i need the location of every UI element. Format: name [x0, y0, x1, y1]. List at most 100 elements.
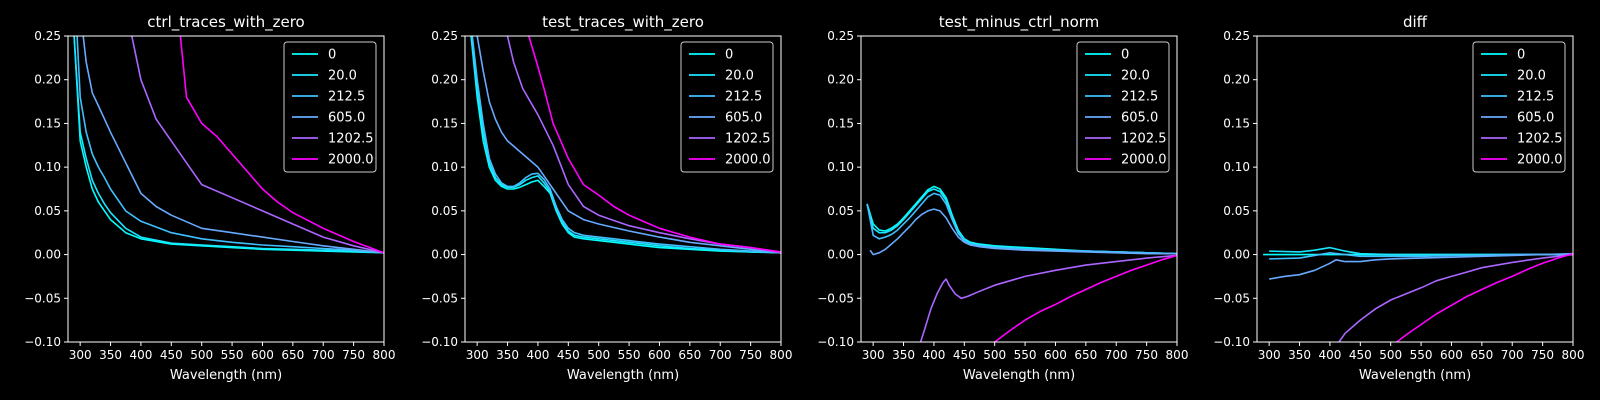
- series-line-605.0: [82, 36, 384, 254]
- x-tick-label: 700: [312, 348, 335, 362]
- series-line-212.5: [471, 36, 781, 254]
- y-tick-label: 0.00: [431, 248, 458, 262]
- series-group: [470, 36, 781, 254]
- legend-label: 605.0: [1517, 111, 1554, 126]
- x-tick-label: 800: [373, 348, 396, 362]
- x-tick-label: 300: [69, 348, 92, 362]
- x-tick-label: 400: [922, 348, 945, 362]
- y-tick-label: 0.05: [1223, 204, 1250, 218]
- series-line-605.0: [1269, 252, 1573, 280]
- series-line-0: [73, 36, 384, 254]
- legend-label: 0: [328, 48, 336, 63]
- chart-title: test_minus_ctrl_norm: [939, 13, 1100, 32]
- y-tick-label: 0.20: [431, 73, 458, 87]
- x-tick-label: 400: [526, 348, 549, 362]
- y-tick-label: −0.10: [817, 335, 854, 349]
- series-group: [73, 36, 384, 254]
- x-tick-label: 550: [618, 348, 641, 362]
- y-tick-label: −0.05: [817, 291, 854, 305]
- chart-title: ctrl_traces_with_zero: [147, 13, 304, 32]
- y-tick-label: −0.05: [1213, 291, 1250, 305]
- legend-label: 605.0: [725, 111, 762, 126]
- y-tick-label: 0.20: [1223, 73, 1250, 87]
- x-tick-label: 400: [1318, 348, 1341, 362]
- legend-label: 20.0: [725, 69, 754, 84]
- y-tick-label: 0.25: [431, 29, 458, 43]
- y-tick-label: −0.10: [1213, 335, 1250, 349]
- x-tick-label: 750: [342, 348, 365, 362]
- y-tick-label: 0.05: [827, 204, 854, 218]
- x-tick-label: 450: [160, 348, 183, 362]
- x-tick-label: 650: [1470, 348, 1493, 362]
- x-tick-label: 800: [1166, 348, 1189, 362]
- x-tick-label: 600: [1440, 348, 1463, 362]
- legend-label: 0: [1121, 48, 1129, 63]
- y-tick-label: 0.20: [827, 73, 854, 87]
- legend-label: 20.0: [1517, 69, 1546, 84]
- y-tick-label: 0.10: [1223, 160, 1250, 174]
- x-tick-label: 550: [1410, 348, 1433, 362]
- legend-label: 2000.0: [328, 153, 374, 168]
- x-axis-label: Wavelength (nm): [1359, 368, 1471, 383]
- y-tick-label: 0.15: [34, 116, 61, 130]
- y-tick-label: 0.10: [431, 160, 458, 174]
- x-tick-label: 300: [862, 348, 885, 362]
- series-line-605.0: [869, 208, 1177, 256]
- legend-label: 1202.5: [1121, 132, 1167, 147]
- x-tick-label: 700: [1501, 348, 1524, 362]
- legend-label: 20.0: [1121, 69, 1150, 84]
- legend: 0 20.0 212.5 605.0 1202.5 2000.0: [1076, 41, 1170, 173]
- chart-panel-2: test_traces_with_zero 300 350 400 450 500 550 6…: [421, 13, 792, 383]
- legend-label: 212.5: [725, 90, 762, 105]
- x-tick-label: 600: [251, 348, 274, 362]
- x-tick-label: 550: [1014, 348, 1037, 362]
- x-tick-label: 750: [739, 348, 762, 362]
- x-tick-label: 450: [557, 348, 580, 362]
- x-tick-label: 700: [1105, 348, 1128, 362]
- legend-label: 605.0: [1121, 111, 1158, 126]
- x-tick-label: 350: [99, 348, 122, 362]
- series-line-605.0: [476, 36, 781, 254]
- y-tick-label: 0.25: [1223, 29, 1250, 43]
- chart-panel-3: test_minus_ctrl_norm 300 350 400 450 500 550 60…: [817, 13, 1188, 383]
- series-line-0: [866, 185, 1177, 255]
- x-tick-label: 650: [678, 348, 701, 362]
- x-axis-label: Wavelength (nm): [170, 368, 282, 383]
- x-tick-label: 600: [1044, 348, 1067, 362]
- legend: 0 20.0 212.5 605.0 1202.5 2000.0: [1472, 41, 1566, 173]
- y-tick-label: −0.05: [24, 291, 61, 305]
- legend-label: 1202.5: [1517, 132, 1563, 147]
- y-tick-label: 0.15: [827, 116, 854, 130]
- x-tick-label: 800: [1562, 348, 1585, 362]
- legend-label: 1202.5: [725, 132, 771, 147]
- x-tick-label: 350: [892, 348, 915, 362]
- series-group: [1263, 246, 1573, 342]
- x-tick-label: 450: [953, 348, 976, 362]
- series-line-2000.0: [528, 36, 781, 253]
- x-tick-label: 750: [1531, 348, 1554, 362]
- y-tick-label: 0.00: [34, 248, 61, 262]
- x-tick-label: 400: [129, 348, 152, 362]
- y-tick-label: 0.00: [827, 248, 854, 262]
- series-line-1202.5: [1338, 253, 1573, 342]
- legend-label: 212.5: [328, 90, 365, 105]
- x-tick-label: 650: [1074, 348, 1097, 362]
- series-line-2000.0: [179, 36, 384, 254]
- axes-frame: [1256, 35, 1574, 343]
- legend-label: 212.5: [1121, 90, 1158, 105]
- legend-label: 2000.0: [1121, 153, 1167, 168]
- series-line-212.5: [866, 192, 1177, 255]
- x-tick-label: 500: [587, 348, 610, 362]
- chart-title: test_traces_with_zero: [542, 13, 704, 32]
- y-tick-label: 0.25: [34, 29, 61, 43]
- series-line-212.5: [76, 36, 384, 254]
- y-tick-label: 0.15: [431, 116, 458, 130]
- y-tick-label: 0.05: [34, 204, 61, 218]
- x-tick-label: 500: [1379, 348, 1402, 362]
- legend: 0 20.0 212.5 605.0 1202.5 2000.0: [680, 41, 774, 173]
- series-line-20.0: [470, 36, 781, 254]
- y-tick-label: −0.10: [24, 335, 61, 349]
- legend-label: 20.0: [328, 69, 357, 84]
- legend-label: 0: [725, 48, 733, 63]
- series-line-20.0: [1269, 246, 1573, 256]
